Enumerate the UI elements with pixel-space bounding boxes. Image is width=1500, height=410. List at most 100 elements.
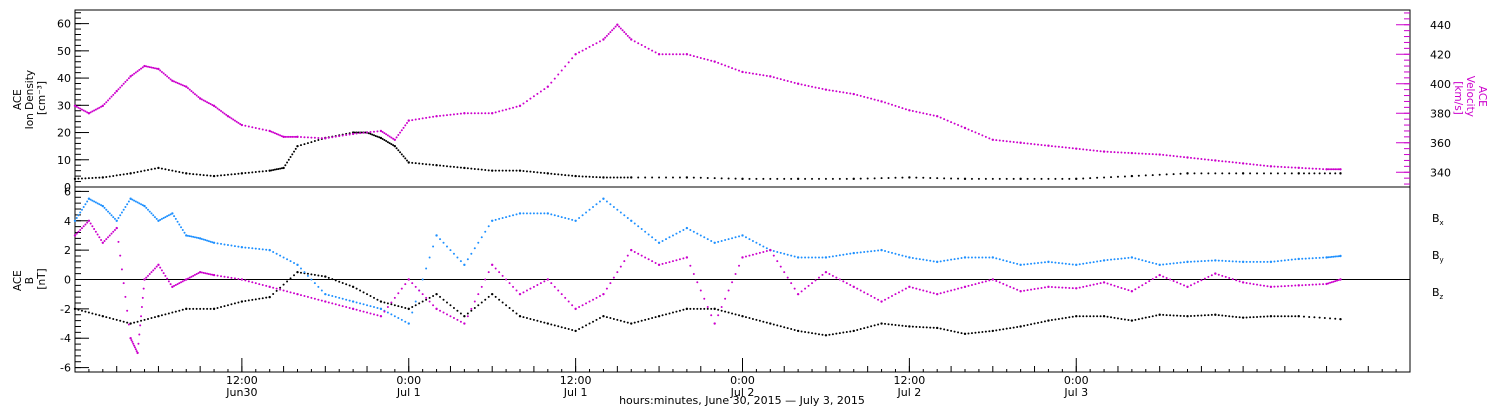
data-point (539, 320, 542, 323)
data-point (136, 201, 139, 204)
data-point (831, 333, 834, 336)
data-point (73, 219, 77, 222)
data-point (153, 216, 156, 219)
data-point (490, 292, 494, 296)
data-point (162, 272, 165, 275)
data-point (838, 177, 841, 180)
data-point (1019, 325, 1022, 328)
data-point (386, 306, 389, 309)
data-point (155, 217, 158, 220)
data-point (381, 131, 384, 134)
data-point (119, 319, 122, 322)
data-point (567, 61, 570, 64)
data-point (254, 127, 257, 129)
data-point (616, 208, 619, 211)
data-point (484, 298, 487, 301)
data-point (525, 212, 528, 215)
data-point (247, 280, 250, 283)
data-point (1335, 168, 1338, 171)
data-point (616, 176, 619, 179)
data-point (291, 153, 294, 156)
data-point (77, 177, 80, 180)
data-point (1075, 315, 1078, 318)
data-point (166, 75, 169, 78)
data-point (1304, 284, 1307, 287)
data-point (974, 256, 977, 259)
data-point (181, 308, 184, 311)
data-point (1276, 285, 1279, 288)
data-point (216, 306, 219, 309)
data-point (181, 171, 184, 174)
data-point (268, 248, 271, 252)
data-point (1339, 168, 1342, 171)
data-point (877, 298, 880, 301)
data-point (988, 279, 991, 282)
data-point (152, 269, 155, 272)
data-point (150, 317, 153, 320)
data-point (1210, 259, 1213, 262)
data-point (98, 203, 101, 206)
data-point (320, 137, 323, 140)
data-point (127, 77, 130, 80)
data-point (616, 318, 619, 321)
data-point (1040, 177, 1043, 180)
data-point (776, 177, 779, 180)
data-point (564, 174, 567, 177)
data-point (1252, 283, 1255, 286)
data-point (244, 124, 247, 127)
data-point (1116, 285, 1119, 288)
data-point (148, 66, 151, 69)
data-point (233, 119, 236, 122)
data-point (762, 250, 765, 253)
data-point (449, 249, 452, 252)
data-point (807, 284, 810, 287)
data-point (338, 280, 341, 283)
data-point (265, 248, 268, 251)
x-tick-date: Jul 2 (730, 386, 755, 399)
data-point (383, 139, 386, 142)
data-point (284, 135, 287, 138)
data-point (1308, 167, 1311, 170)
data-point (957, 257, 960, 260)
data-point (703, 297, 706, 300)
data-point (117, 88, 120, 91)
data-point (211, 241, 214, 244)
data-point (1120, 151, 1123, 154)
data-point (425, 116, 428, 119)
data-point (1141, 259, 1144, 262)
data-point (279, 134, 282, 137)
data-point (1217, 273, 1220, 276)
data-point (282, 135, 285, 139)
data-point (1009, 140, 1012, 143)
data-point (1130, 151, 1134, 155)
data-point (107, 99, 110, 102)
data-point (1085, 315, 1088, 318)
data-point (180, 83, 183, 86)
data-point (226, 173, 229, 176)
data-point (703, 307, 706, 310)
data-point (678, 258, 681, 261)
data-point (1337, 168, 1340, 171)
data-point (1030, 288, 1033, 291)
data-point (490, 169, 494, 172)
data-point (772, 323, 775, 326)
data-point (1054, 286, 1057, 289)
data-point (397, 134, 400, 137)
data-point (432, 304, 435, 307)
data-point (247, 171, 250, 174)
data-point (1106, 150, 1109, 153)
data-point (998, 328, 1001, 331)
data-point (713, 177, 716, 180)
tick-label: -2 (60, 303, 71, 316)
data-point (1330, 255, 1333, 258)
data-point (607, 32, 610, 35)
data-point (157, 67, 160, 71)
data-point (796, 292, 800, 296)
data-point (574, 307, 577, 311)
data-point (859, 94, 862, 97)
data-point (126, 321, 129, 324)
data-point (685, 256, 689, 259)
data-point (1241, 260, 1245, 264)
data-point (174, 217, 177, 220)
data-point (192, 173, 195, 176)
